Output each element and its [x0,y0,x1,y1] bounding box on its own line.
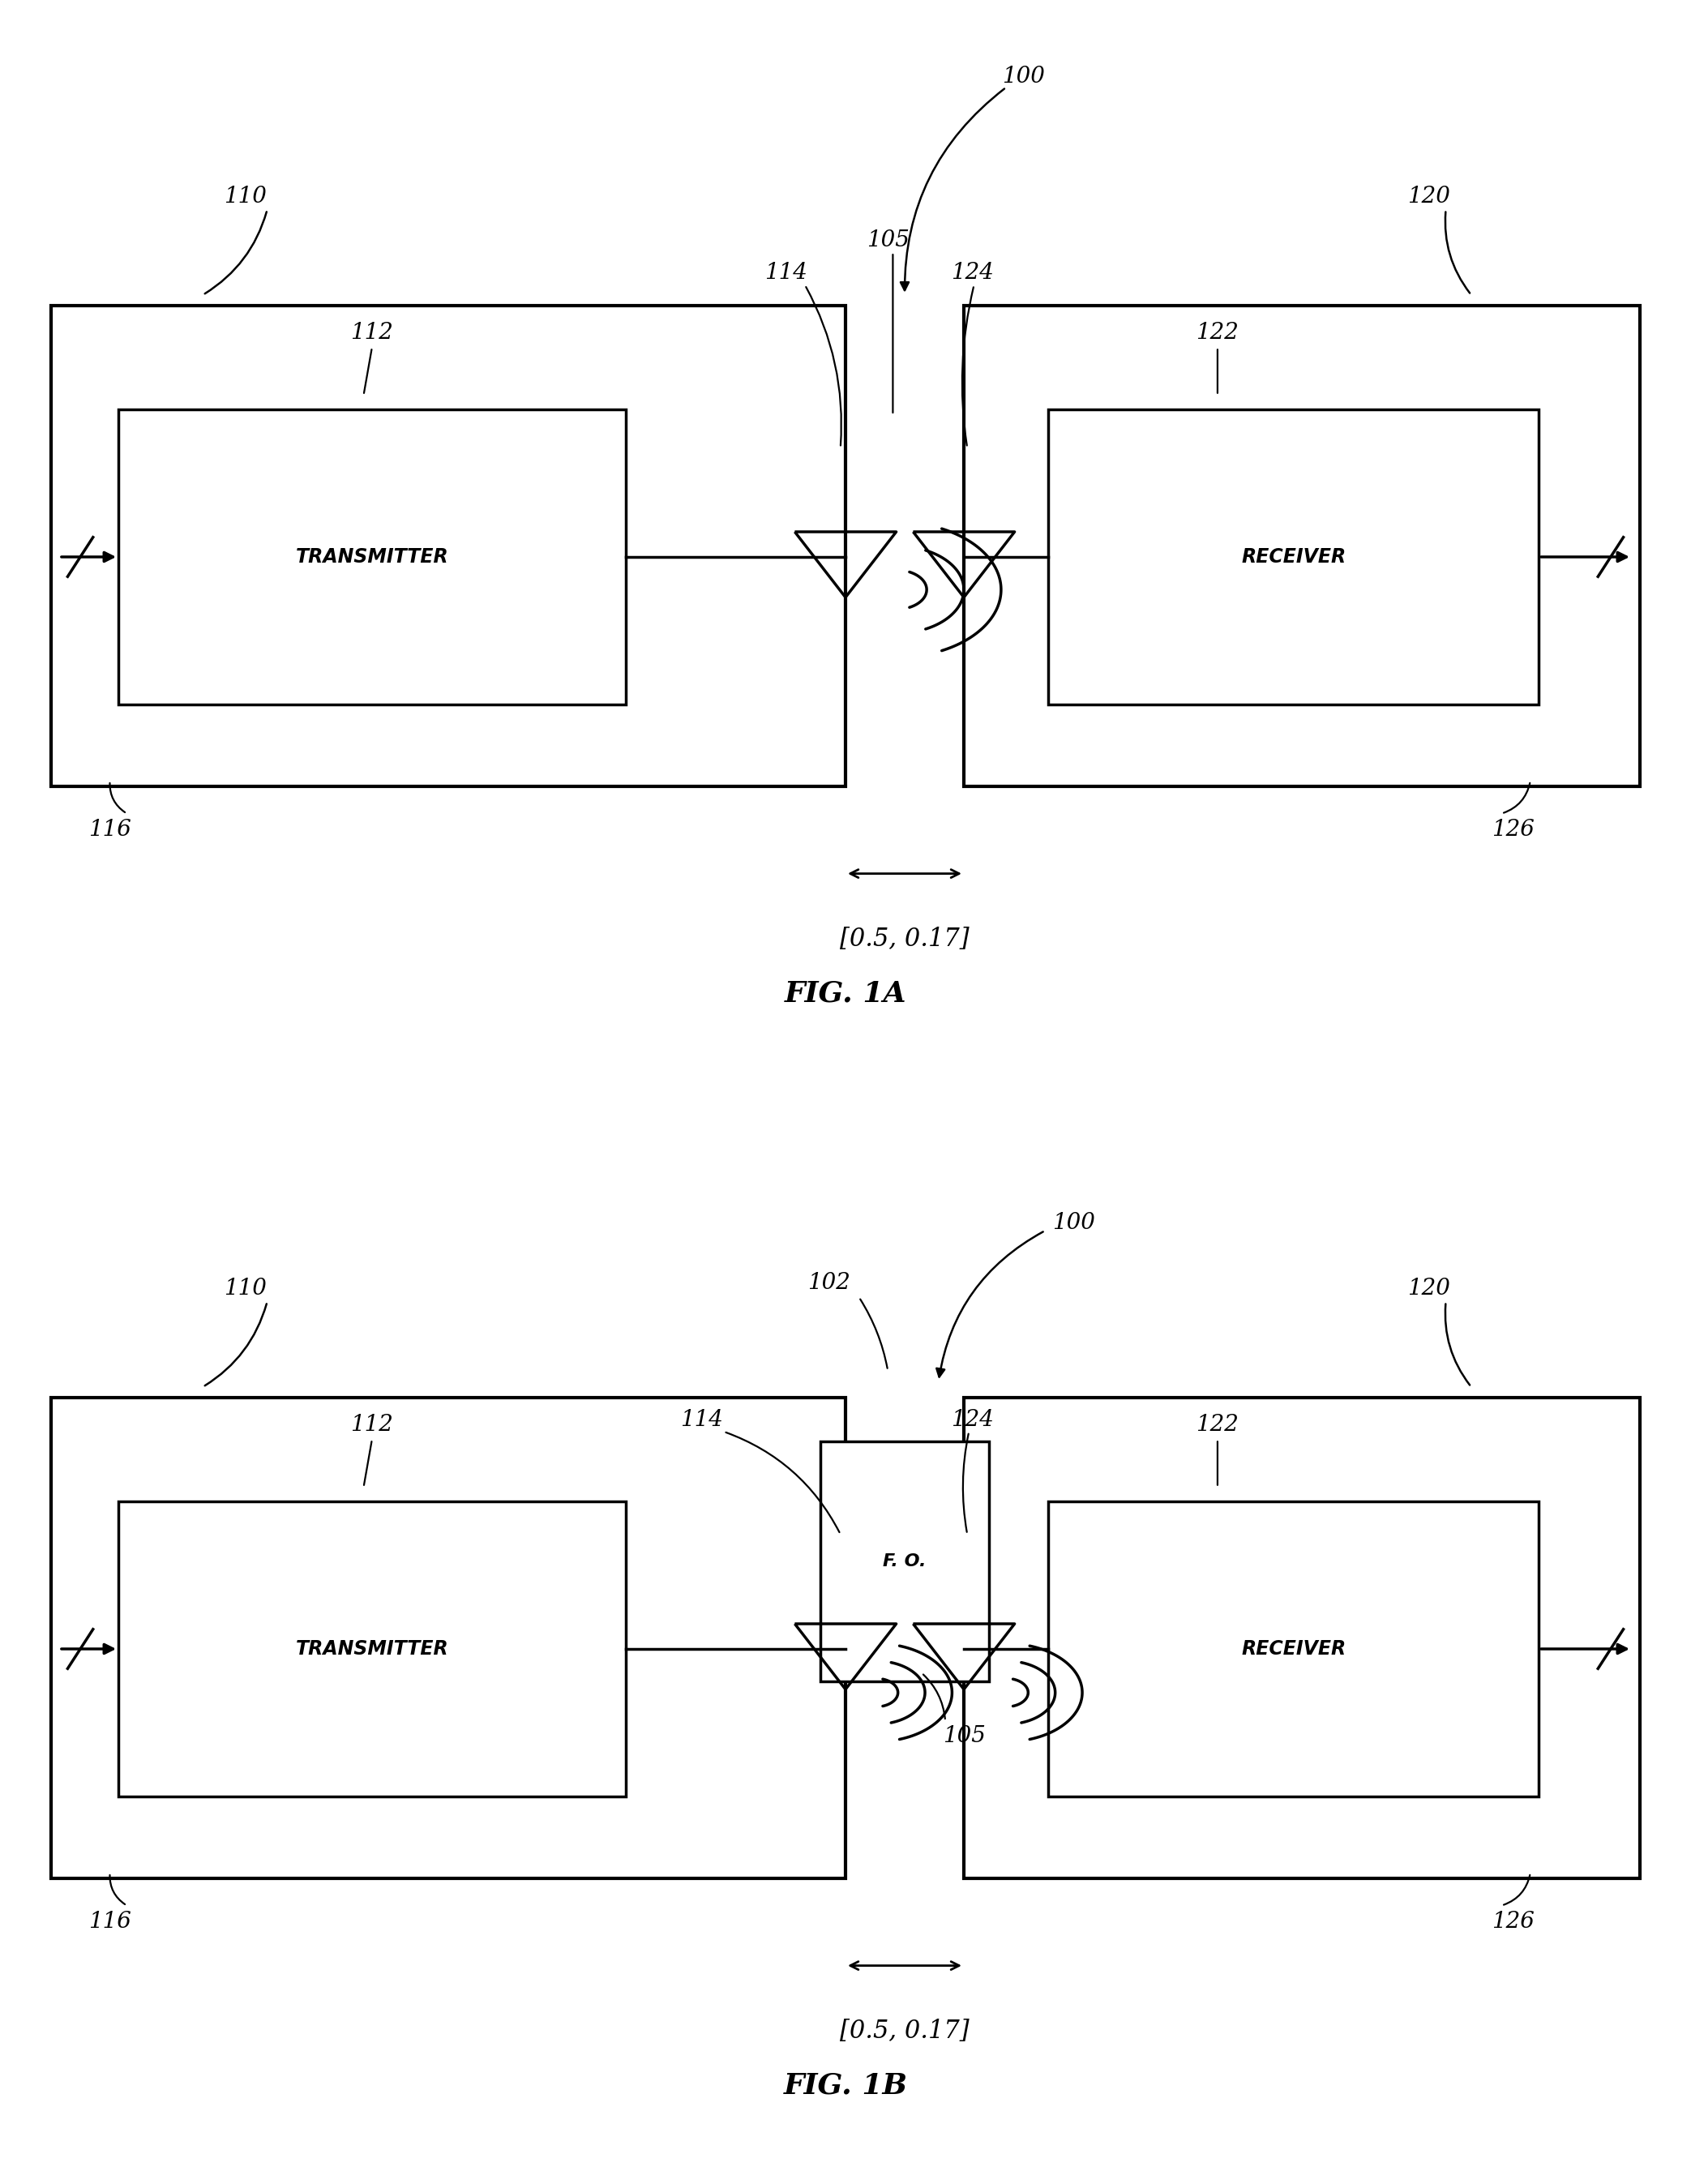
Text: [0.5, 0.17]: [0.5, 0.17] [840,926,969,952]
Bar [964,1398,1640,1878]
Text: 105: 105 [866,229,910,251]
Text: 114: 114 [764,262,808,284]
Text: RECEIVER: RECEIVER [1241,1640,1346,1658]
Text: 105: 105 [942,1725,986,1747]
Text: 100: 100 [1001,66,1045,87]
Bar [1048,411,1539,703]
Text: F. O.: F. O. [883,1553,927,1570]
Text: 110: 110 [223,1278,267,1299]
Text: 112: 112 [350,321,394,345]
Text: 110: 110 [223,186,267,207]
Text: 122: 122 [1196,321,1240,345]
Text: 124: 124 [950,262,994,284]
Bar [1048,1503,1539,1795]
Text: FIG. 1B: FIG. 1B [783,2073,908,2099]
Text: 112: 112 [350,1413,394,1437]
Text: TRANSMITTER: TRANSMITTER [296,548,448,566]
Text: 116: 116 [88,819,132,841]
Text: TRANSMITTER: TRANSMITTER [296,1640,448,1658]
Text: FIG. 1A: FIG. 1A [785,981,906,1007]
Text: [0.5, 0.17]: [0.5, 0.17] [840,2018,969,2044]
Text: 126: 126 [1491,819,1535,841]
Text: 120: 120 [1407,186,1451,207]
Bar [964,306,1640,786]
Bar [118,1503,626,1795]
Text: 122: 122 [1196,1413,1240,1437]
Text: 100: 100 [1052,1212,1096,1234]
Text: 102: 102 [807,1271,851,1295]
Bar [820,1441,989,1682]
Text: 120: 120 [1407,1278,1451,1299]
Text: RECEIVER: RECEIVER [1241,548,1346,566]
Bar [51,306,846,786]
Bar [118,411,626,703]
Text: 124: 124 [950,1409,994,1431]
Bar [51,1398,846,1878]
Text: 114: 114 [680,1409,724,1431]
Text: 116: 116 [88,1911,132,1933]
Text: 126: 126 [1491,1911,1535,1933]
